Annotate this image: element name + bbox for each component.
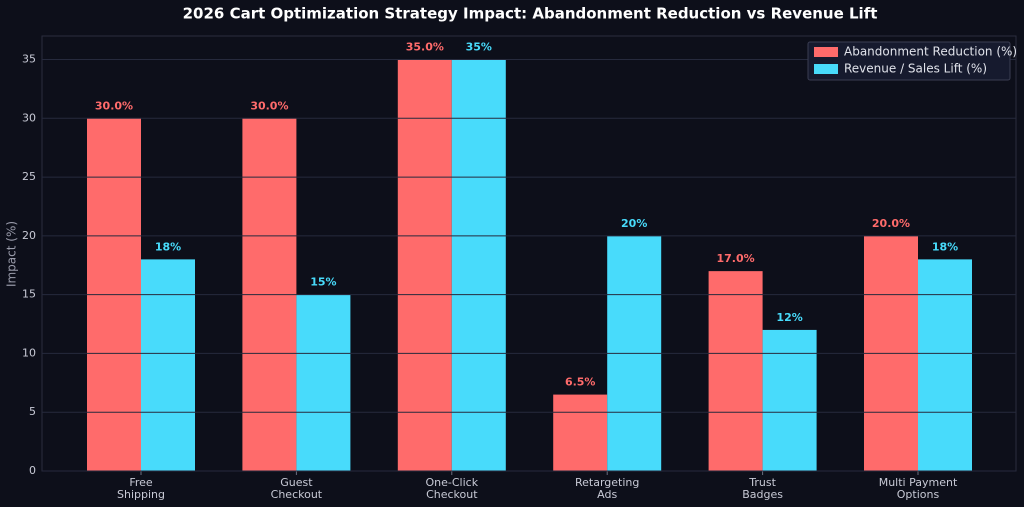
y-tick-label: 25 bbox=[22, 170, 36, 183]
x-tick-label: One-Click Checkout bbox=[425, 476, 479, 501]
x-tick-label: Multi Payment Options bbox=[878, 476, 958, 501]
x-tick-label: Trust Badges bbox=[742, 476, 783, 501]
y-tick-label: 0 bbox=[29, 464, 36, 477]
legend-box bbox=[807, 41, 1011, 81]
x-tick-label: Free Shipping bbox=[117, 476, 165, 501]
legend-swatch bbox=[814, 64, 838, 74]
y-tick-label: 15 bbox=[22, 288, 36, 301]
y-tick-label: 30 bbox=[22, 111, 36, 124]
plot-area bbox=[41, 35, 1017, 472]
value-label: 18% bbox=[155, 240, 181, 253]
legend-swatch bbox=[814, 47, 838, 57]
bar bbox=[762, 329, 817, 471]
x-tick-label: Guest Checkout bbox=[270, 476, 323, 501]
bar bbox=[397, 59, 452, 471]
value-label: 17.0% bbox=[717, 252, 755, 265]
bar bbox=[296, 294, 351, 471]
chart-title: 2026 Cart Optimization Strategy Impact: … bbox=[183, 5, 878, 23]
y-tick-label: 10 bbox=[22, 346, 36, 359]
value-label: 30.0% bbox=[95, 99, 133, 112]
value-label: 30.0% bbox=[250, 99, 288, 112]
legend-label: Revenue / Sales Lift (%) bbox=[844, 62, 987, 76]
bar bbox=[141, 259, 195, 471]
value-label: 20.0% bbox=[872, 217, 910, 230]
bar bbox=[708, 271, 763, 471]
value-label: 35% bbox=[466, 41, 492, 54]
y-axis-label: Impact (%) bbox=[5, 221, 19, 287]
value-label: 12% bbox=[776, 311, 802, 324]
bar bbox=[451, 59, 506, 471]
y-tick-label: 35 bbox=[22, 53, 36, 66]
x-tick-label: Retargeting Ads bbox=[575, 476, 640, 501]
bar bbox=[918, 259, 972, 471]
bar bbox=[553, 394, 608, 471]
value-label: 15% bbox=[310, 276, 336, 289]
y-tick-label: 5 bbox=[29, 405, 36, 418]
value-label: 20% bbox=[621, 217, 647, 230]
value-label: 18% bbox=[932, 240, 958, 253]
legend-label: Abandonment Reduction (%) bbox=[844, 45, 1017, 59]
value-label: 35.0% bbox=[406, 41, 444, 54]
value-label: 6.5% bbox=[565, 376, 596, 389]
y-tick-label: 20 bbox=[22, 229, 36, 242]
